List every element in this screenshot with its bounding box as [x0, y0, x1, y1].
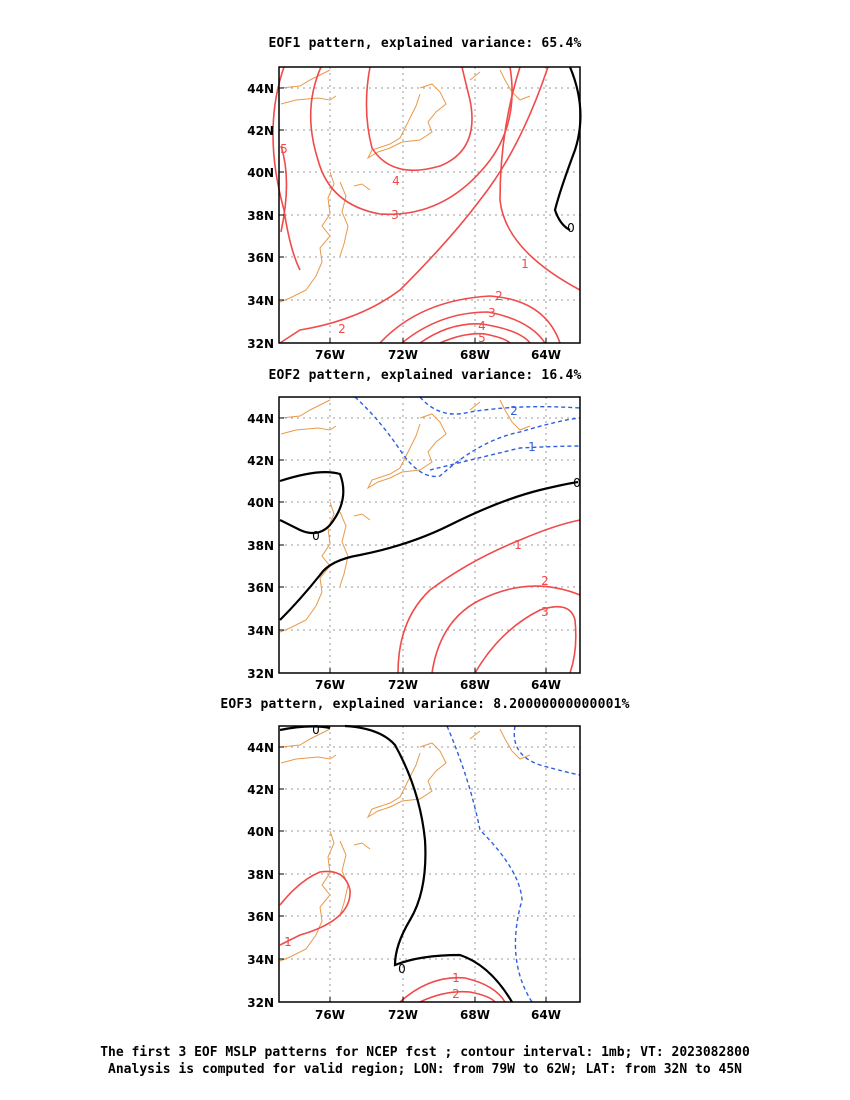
eof1-map: 5 4 3 1 2 3 4 5 2 0 76W 72W 68W 64W 44N: [247, 66, 582, 362]
y-tick: 32N: [247, 996, 274, 1010]
contour-label: 0: [312, 723, 320, 737]
eof1-contour-3-south: [401, 311, 546, 344]
contour-label: 4: [478, 319, 486, 333]
eof3-contour-0: [344, 724, 513, 1003]
contour-label: 1: [521, 257, 529, 271]
eof1-contour-1: [499, 66, 581, 291]
eof-maps: 5 4 3 1 2 3 4 5 2 0 76W 72W 68W 64W 44N: [247, 66, 582, 1022]
caption-line-2: Analysis is computed for valid region; L…: [108, 1062, 742, 1077]
eof2-contour-2: [431, 585, 581, 674]
eof2-contour-0-north: [279, 471, 345, 535]
x-tick: 76W: [315, 1008, 345, 1022]
eof1-contour-2: [279, 66, 549, 344]
x-tick: 72W: [388, 348, 418, 362]
eof1-contour-2-upper: [272, 66, 301, 271]
contour-label: 0: [567, 221, 575, 235]
eof3-title: EOF3 pattern, explained variance: 8.2000…: [220, 697, 630, 712]
eof2-contour-neg1: [429, 445, 581, 471]
contour-label: 2: [510, 404, 518, 418]
y-tick: 40N: [247, 825, 274, 839]
eof3-contour-1-south: [399, 976, 506, 1003]
eof1-title: EOF1 pattern, explained variance: 65.4%: [268, 36, 582, 51]
eof3-contour-neg1: [446, 725, 533, 1003]
x-tick: 76W: [315, 678, 345, 692]
eof1-contour-5-south: [439, 332, 511, 344]
contour-label: 5: [280, 142, 288, 156]
eof1-contour-5-west: [280, 145, 288, 233]
eof2-contour-0: [279, 480, 579, 621]
x-tick: 76W: [315, 348, 345, 362]
eof1-contour-3: [309, 66, 513, 216]
coastline: [279, 69, 531, 303]
y-tick: 44N: [247, 82, 274, 96]
contour-label: 1: [514, 538, 522, 552]
contour-label: 1: [284, 935, 292, 949]
coastline: [279, 399, 531, 633]
eof3-contour-1: [279, 870, 351, 946]
y-tick: 32N: [247, 667, 274, 681]
eof2-title: EOF2 pattern, explained variance: 16.4%: [268, 368, 582, 383]
eof2-contour-3: [474, 605, 577, 674]
x-tick: 68W: [460, 678, 490, 692]
contour-label: 3: [391, 208, 399, 222]
x-tick: 68W: [460, 1008, 490, 1022]
eof3-contour-2: [419, 990, 496, 1003]
eof3-contour-0-top: [279, 725, 331, 732]
y-tick: 36N: [247, 910, 274, 924]
y-tick: 42N: [247, 783, 274, 797]
y-tick: 42N: [247, 454, 274, 468]
x-tick: 64W: [531, 348, 561, 362]
eof1-contour-4-south: [419, 323, 531, 344]
y-tick: 38N: [247, 209, 274, 223]
contour-label: 2: [338, 322, 346, 336]
eof2-contour-1: [397, 519, 581, 674]
eof3-contour-neg1-east: [513, 725, 581, 776]
contour-label: 3: [541, 605, 549, 619]
eof2-contour-neg2-top: [419, 396, 581, 415]
eof2-contour-neg2: [354, 396, 581, 478]
contour-label: 5: [478, 331, 486, 345]
eof1-contour-4: [365, 66, 473, 172]
y-tick: 36N: [247, 251, 274, 265]
y-tick: 34N: [247, 294, 274, 308]
contour-label: 1: [528, 440, 536, 454]
y-tick: 42N: [247, 124, 274, 138]
y-tick: 36N: [247, 581, 274, 595]
eof3-map: 0 0 1 1 2 76W 72W 68W 64W 44N 42N 40N 38…: [247, 723, 581, 1022]
y-tick: 38N: [247, 539, 274, 553]
y-tick: 44N: [247, 741, 274, 755]
contour-label: 1: [452, 971, 460, 985]
x-tick: 72W: [388, 1008, 418, 1022]
x-tick: 68W: [460, 348, 490, 362]
contour-label: 0: [312, 529, 320, 543]
caption-line-1: The first 3 EOF MSLP patterns for NCEP f…: [100, 1045, 750, 1060]
y-tick: 34N: [247, 624, 274, 638]
y-tick: 34N: [247, 953, 274, 967]
eof2-map: 2 1 0 0 1 2 3 76W 72W 68W 64W 44N 42N 40…: [247, 396, 581, 692]
contour-label: 2: [541, 574, 549, 588]
eof1-contour-0: [553, 66, 582, 231]
contour-label: 2: [495, 289, 503, 303]
y-tick: 40N: [247, 496, 274, 510]
eof1-contour-2-south: [379, 295, 561, 344]
y-tick: 44N: [247, 412, 274, 426]
y-tick: 38N: [247, 868, 274, 882]
contour-label: 0: [573, 476, 581, 490]
x-tick: 72W: [388, 678, 418, 692]
x-tick: 64W: [531, 678, 561, 692]
contour-label: 2: [452, 987, 460, 1001]
coastline: [279, 728, 531, 962]
contour-label: 3: [488, 306, 496, 320]
y-tick: 32N: [247, 337, 274, 351]
y-tick: 40N: [247, 166, 274, 180]
contour-label: 0: [398, 962, 406, 976]
x-tick: 64W: [531, 1008, 561, 1022]
contour-label: 4: [392, 174, 400, 188]
